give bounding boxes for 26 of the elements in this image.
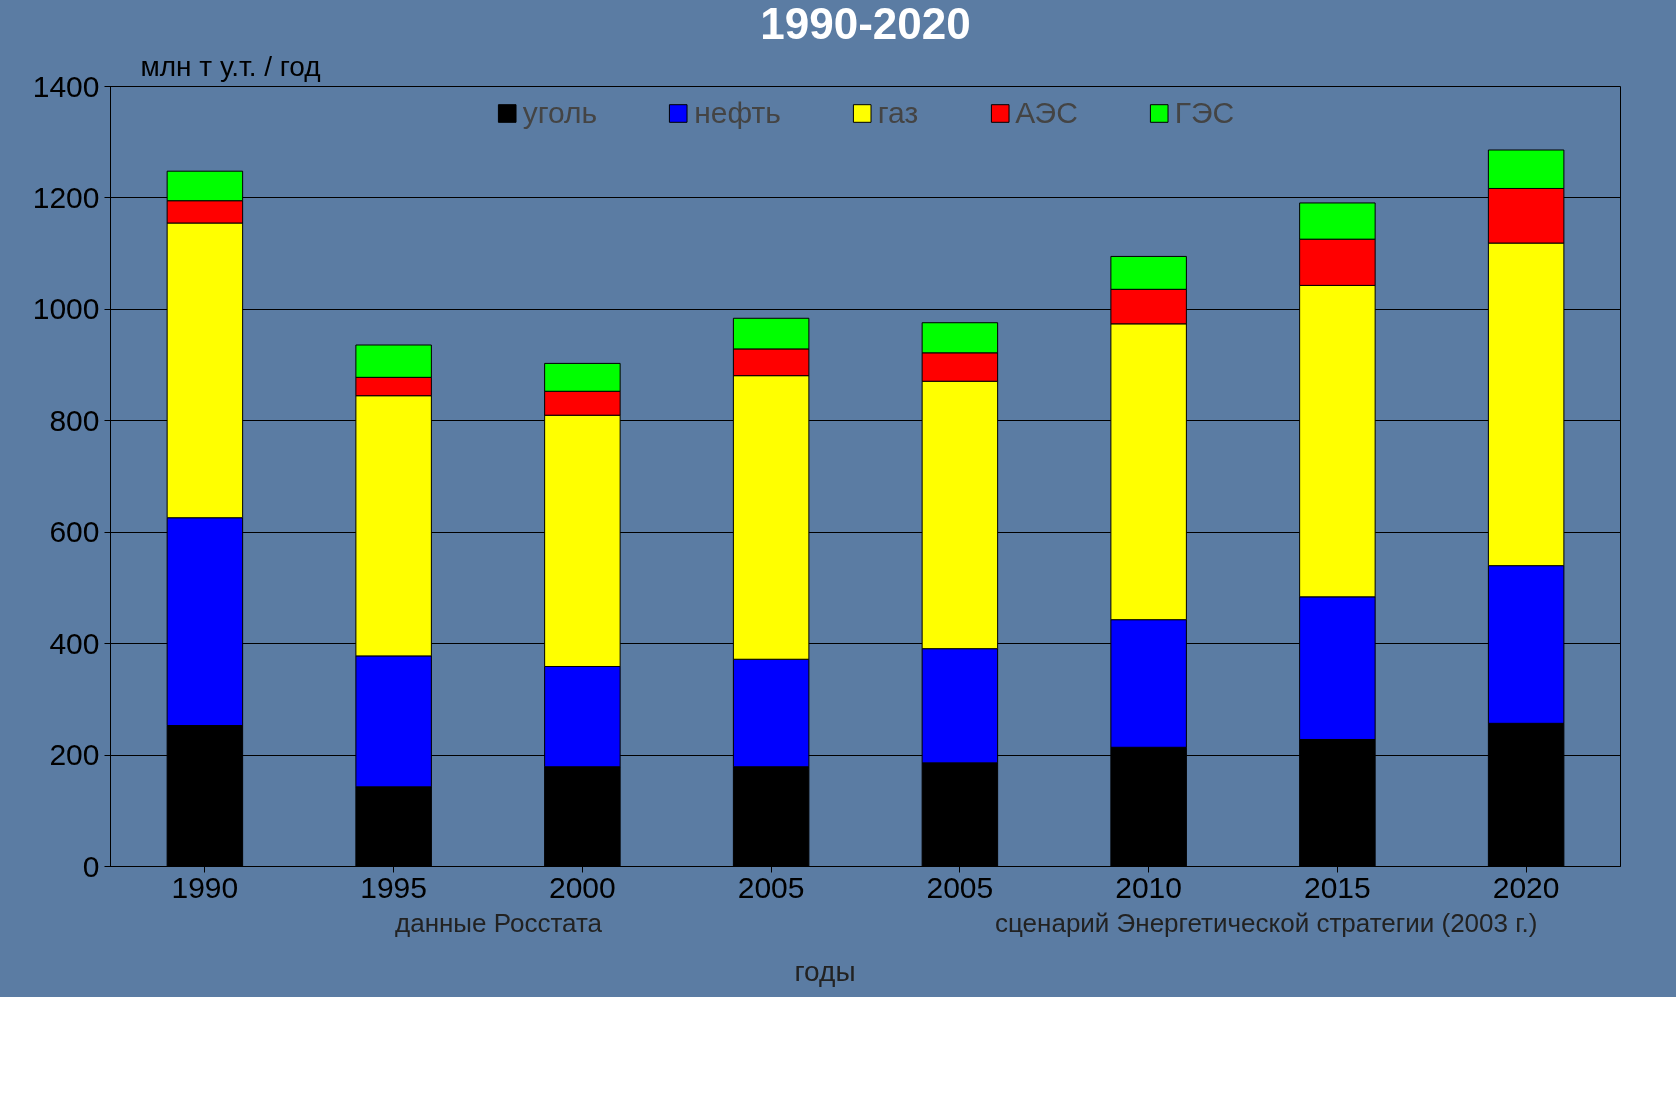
legend-label: АЭС [1015,96,1078,130]
y-tick-label: 1000 [32,292,100,326]
chart-title: 1990-2020 [760,0,971,48]
legend-label: ГЭС [1174,96,1235,130]
y-tick-label: 0 [82,849,100,883]
x-tick-label: 2000 [549,870,616,904]
y-tick-label: 200 [49,738,100,772]
x-tick-label: 2005 [926,870,994,904]
x-tick-label: 1990 [171,870,239,904]
y-axis-title: млн т у.т. / год [140,50,321,82]
y-tick-label: 600 [49,515,100,549]
x-tick-label: 2015 [1304,870,1371,904]
y-tick-label: 800 [49,403,100,437]
legend-label: газ [877,96,919,130]
text: данные Росстата [395,907,602,940]
x-tick-label: 2010 [1115,870,1183,904]
y-tick-label: 1200 [32,180,100,214]
x-tick-label: 2020 [1492,870,1560,904]
legend-label: уголь [522,96,598,130]
x-tick-label: 2005 [737,870,805,904]
legend-label: нефть [694,96,781,130]
y-tick-label: 400 [49,626,100,660]
y-tick-label: 1400 [32,69,100,103]
text: сценарий Энергетической стратегии (2003 г.) [995,907,1538,940]
x-tick-label: 1995 [360,870,428,904]
x-axis-title: годы [794,955,856,990]
